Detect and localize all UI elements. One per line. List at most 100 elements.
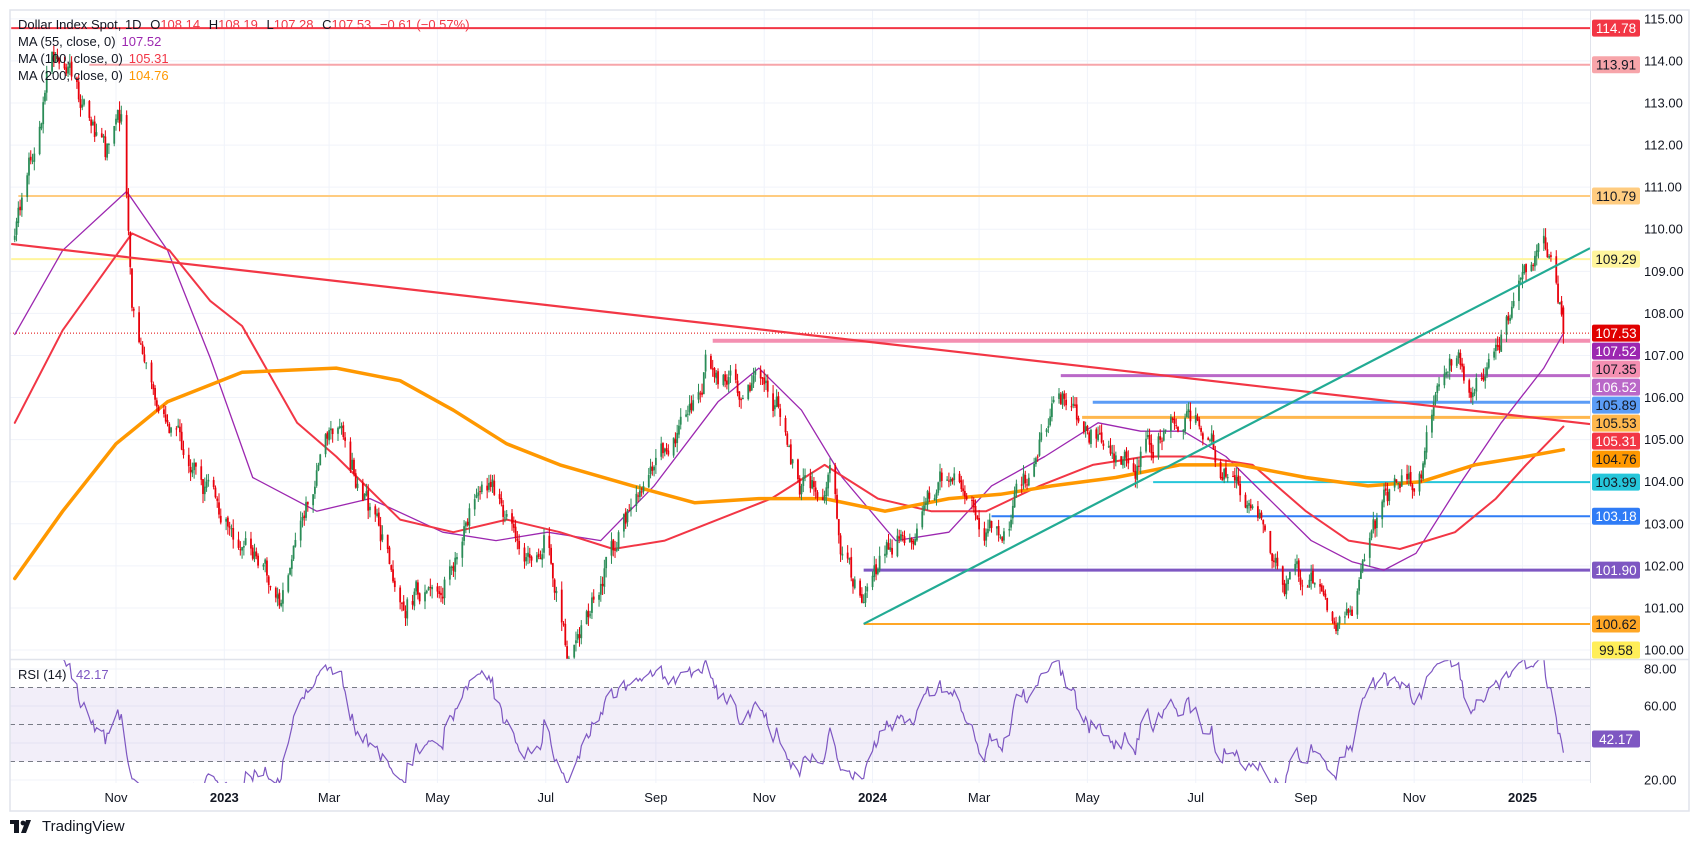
candle-body — [218, 502, 220, 515]
candle-body — [605, 556, 608, 569]
legend-ma-200[interactable]: MA (200, close, 0) 104.76 — [18, 67, 470, 84]
candle-body — [303, 515, 306, 519]
time-axis[interactable]: Nov 2023 Mar May Jul Sep Nov 2024 Mar May Jul Sep No… — [104, 790, 1537, 805]
level-price-label: 113.91 — [1596, 58, 1636, 73]
candle-body — [978, 517, 980, 530]
candle-body — [1383, 489, 1385, 503]
candle-body — [1450, 359, 1453, 366]
candle-body — [1097, 434, 1099, 441]
candle-body — [715, 372, 718, 379]
candle-body — [1150, 443, 1153, 454]
candle-body — [1557, 283, 1559, 303]
candle-body — [1219, 461, 1222, 479]
candle-body — [164, 414, 167, 422]
level-price-label-bg — [1592, 561, 1640, 579]
time-tick-label: Nov — [1403, 790, 1427, 805]
candle-body — [214, 487, 217, 498]
candle-body — [800, 485, 803, 495]
candle-body — [551, 563, 554, 579]
candle-body — [839, 535, 842, 555]
candle-body — [1111, 452, 1114, 454]
candle-body — [1498, 345, 1501, 351]
price-tick-label: 101.00 — [1644, 600, 1684, 615]
rsi-legend[interactable]: RSI (14) 42.17 — [18, 667, 109, 682]
candle-body — [365, 491, 368, 496]
candle-body — [1173, 418, 1176, 424]
level-price-label-bg — [1592, 507, 1640, 525]
candle-body — [253, 551, 256, 560]
candle-body — [1331, 611, 1334, 622]
price-tick-label: 109.00 — [1644, 264, 1684, 279]
candle-body — [591, 597, 593, 613]
candle-body — [324, 434, 327, 455]
level-price-label-bg — [1592, 473, 1640, 491]
legend-ma-55[interactable]: MA (55, close, 0) 107.52 — [18, 33, 470, 50]
candle-body — [836, 494, 838, 519]
candle-body — [301, 517, 304, 521]
candle-body — [766, 380, 769, 392]
candle-body — [93, 121, 96, 138]
candle-body — [962, 488, 965, 492]
candle-body — [1480, 377, 1483, 379]
candle-body — [1356, 591, 1359, 615]
candle-body — [477, 492, 480, 496]
candle-body — [1201, 433, 1204, 440]
candle-body — [402, 601, 405, 611]
candle-body — [1457, 352, 1460, 358]
candle-body — [42, 102, 45, 125]
candle-body — [1033, 463, 1036, 477]
candle-body — [788, 445, 790, 447]
candle-body — [974, 505, 977, 516]
candle-body — [264, 559, 267, 564]
candle-body — [726, 380, 728, 385]
candle-body — [610, 541, 613, 556]
candle-body — [505, 514, 508, 517]
level-price-label-bg — [1592, 19, 1640, 37]
candle-body — [614, 549, 616, 551]
candle-body — [1393, 478, 1396, 488]
candle-body — [903, 536, 906, 544]
candle-body — [1003, 531, 1005, 541]
candle-body — [1363, 559, 1366, 561]
candle-body — [415, 581, 418, 592]
time-tick-label: Nov — [104, 790, 128, 805]
candle-body — [921, 511, 924, 528]
candle-body — [914, 538, 917, 546]
candle-body — [200, 466, 203, 480]
candle-body — [1088, 432, 1091, 443]
price-axis[interactable]: 115.00 114.00 113.00 112.00 111.00 110.00 109.… — [1644, 11, 1684, 787]
candle-body — [798, 478, 801, 495]
candle-body — [353, 459, 355, 474]
candle-body — [692, 400, 695, 411]
candle-body — [722, 374, 725, 386]
candle-body — [539, 557, 542, 560]
level-price-label: 105.89 — [1595, 398, 1636, 413]
level-price-label: 105.53 — [1595, 416, 1636, 431]
candle-body — [940, 472, 943, 481]
candle-body — [379, 525, 382, 542]
candle-body — [1070, 406, 1073, 408]
candle-body — [1146, 435, 1149, 438]
tradingview-logo[interactable]: TradingView — [10, 818, 125, 835]
candle-body — [1370, 530, 1373, 538]
candle-body — [1535, 250, 1538, 257]
candle-body — [76, 77, 78, 82]
candle-body — [1132, 463, 1135, 472]
candle-body — [166, 420, 169, 423]
candle-body — [797, 459, 799, 480]
candle-body — [1214, 450, 1217, 463]
level-price-label: 101.90 — [1595, 563, 1636, 578]
candle-body — [139, 343, 142, 345]
candle-body — [1169, 416, 1172, 432]
candle-body — [678, 425, 680, 435]
candle-body — [727, 377, 730, 385]
candle-body — [338, 426, 341, 429]
legend-ma-100[interactable]: MA (100, close, 0) 105.31 — [18, 50, 470, 67]
rsi-value: 42.17 — [76, 667, 109, 682]
candle-body — [651, 466, 654, 471]
candle-body — [654, 457, 657, 466]
rsi-pane[interactable] — [10, 637, 1590, 796]
candle-body — [115, 118, 117, 125]
rsi-tick-label: 80.00 — [1644, 662, 1677, 677]
